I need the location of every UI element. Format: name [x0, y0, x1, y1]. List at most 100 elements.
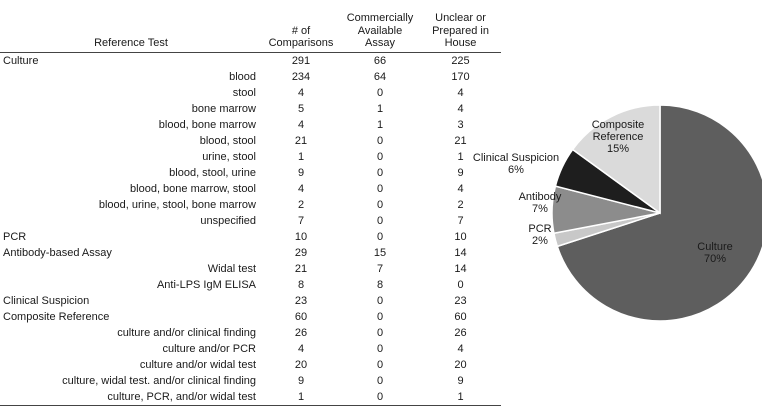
- cell-comparisons: 9: [297, 374, 305, 387]
- table-row: Anti-LPS IgM ELISA 8 8 0: [0, 277, 501, 293]
- cell-in-house: 4: [457, 102, 464, 115]
- cell-in-house: 9: [457, 166, 464, 179]
- cell-in-house: 14: [454, 246, 467, 259]
- table-row: blood, stool, urine 9 0 9: [0, 165, 501, 181]
- pie-label-clinical-suspicion: Clinical Suspicion 6%: [473, 152, 559, 176]
- table-row: Antibody-based Assay 29 15 14: [0, 245, 501, 261]
- cell-comparisons: 9: [297, 166, 305, 179]
- pie-label-culture: Culture 70%: [697, 241, 732, 265]
- row-label: Anti-LPS IgM ELISA: [156, 278, 256, 291]
- table-row: Clinical Suspicion 23 0 23: [0, 293, 501, 309]
- comparison-table: Reference Test # of Comparisons Commercia…: [0, 0, 501, 406]
- row-label: PCR: [3, 230, 27, 243]
- row-label: Clinical Suspicion: [3, 294, 90, 307]
- row-label: culture and/or widal test: [139, 358, 256, 371]
- table-row: Culture 291 66 225: [0, 52, 501, 69]
- reference-test-pie-chart: Culture 70% PCR 2% Antibody 7% Clinical Suspic…: [473, 104, 762, 322]
- cell-commercial: 1: [376, 118, 384, 131]
- cell-commercial: 15: [373, 246, 387, 259]
- cell-comparisons: 2: [297, 198, 305, 211]
- cell-in-house: 26: [454, 326, 467, 339]
- cell-in-house: 4: [457, 342, 464, 355]
- pie-label-composite-reference: Composite Reference 15%: [592, 119, 645, 155]
- cell-commercial: 0: [376, 294, 384, 307]
- cell-commercial: 0: [376, 150, 384, 163]
- table-row: Composite Reference 60 0 60: [0, 309, 501, 325]
- cell-comparisons: 26: [294, 326, 308, 339]
- cell-in-house: 2: [457, 198, 464, 211]
- cell-comparisons: 29: [294, 246, 308, 259]
- row-label: blood, stool: [199, 134, 256, 147]
- row-label: culture and/or PCR: [162, 342, 256, 355]
- cell-commercial: 66: [373, 54, 387, 67]
- cell-comparisons: 20: [294, 358, 308, 371]
- table-row: stool 4 0 4: [0, 85, 501, 101]
- row-label: Antibody-based Assay: [3, 246, 112, 259]
- cell-commercial: 0: [376, 326, 384, 339]
- cell-comparisons: 21: [294, 134, 308, 147]
- table-body: Culture 291 66 225 blood 234 64 170 stool 4 0 4 bone…: [0, 52, 501, 406]
- row-label: blood, stool, urine: [169, 166, 256, 179]
- row-label: culture, widal test. and/or clinical fin…: [62, 374, 256, 387]
- cell-in-house: 170: [451, 70, 470, 83]
- cell-commercial: 0: [376, 342, 384, 355]
- cell-commercial: 0: [376, 374, 384, 387]
- cell-commercial: 7: [376, 262, 384, 275]
- row-label: Composite Reference: [3, 310, 110, 323]
- row-label: blood: [229, 70, 256, 83]
- cell-comparisons: 23: [294, 294, 308, 307]
- cell-in-house: 23: [454, 294, 467, 307]
- table-row: PCR 10 0 10: [0, 229, 501, 245]
- cell-in-house: 1: [457, 150, 464, 163]
- cell-comparisons: 4: [297, 182, 305, 195]
- cell-in-house: 20: [454, 358, 467, 371]
- table-row: unspecified 7 0 7: [0, 213, 501, 229]
- cell-in-house: 21: [454, 134, 467, 147]
- table-row: blood, urine, stool, bone marrow 2 0 2: [0, 197, 501, 213]
- table-row: Widal test 21 7 14: [0, 261, 501, 277]
- cell-commercial: 0: [376, 198, 384, 211]
- table-row: blood, bone marrow 4 1 3: [0, 117, 501, 133]
- reference-test-table: Reference Test # of Comparisons Commercia…: [0, 0, 501, 406]
- pie-label-antibody: Antibody 7%: [519, 191, 562, 215]
- table-row: bone marrow 5 1 4: [0, 101, 501, 117]
- table-row: culture and/or clinical finding 26 0 26: [0, 325, 501, 341]
- cell-commercial: 64: [373, 70, 387, 83]
- cell-comparisons: 291: [291, 54, 311, 67]
- cell-in-house: 4: [457, 182, 464, 195]
- cell-in-house: 0: [457, 278, 464, 291]
- header-reference-test: Reference Test: [0, 0, 262, 53]
- cell-in-house: 9: [457, 374, 464, 387]
- pie-slice-culture: [556, 104, 762, 322]
- cell-comparisons: 8: [297, 278, 305, 291]
- cell-commercial: 0: [376, 358, 384, 371]
- cell-in-house: 3: [457, 118, 464, 131]
- cell-commercial: 1: [376, 102, 384, 115]
- cell-comparisons: 60: [294, 310, 308, 323]
- row-label: urine, stool: [202, 150, 256, 163]
- table-row: culture and/or PCR 4 0 4: [0, 341, 501, 357]
- table-row: culture and/or widal test 20 0 20: [0, 357, 501, 373]
- row-label: blood, urine, stool, bone marrow: [98, 198, 256, 211]
- cell-commercial: 8: [376, 278, 384, 291]
- header-comparisons: # of Comparisons: [262, 0, 340, 53]
- cell-comparisons: 1: [297, 150, 305, 163]
- table-header-row: Reference Test # of Comparisons Commercia…: [0, 0, 501, 53]
- cell-comparisons: 10: [294, 230, 308, 243]
- cell-in-house: 225: [451, 54, 470, 67]
- cell-comparisons: 7: [297, 214, 305, 227]
- table-row: blood, stool 21 0 21: [0, 133, 501, 149]
- cell-comparisons: 21: [294, 262, 308, 275]
- cell-comparisons: 234: [291, 70, 311, 83]
- cell-comparisons: 4: [297, 118, 305, 131]
- cell-commercial: 0: [376, 86, 384, 99]
- table-row: urine, stool 1 0 1: [0, 149, 501, 165]
- cell-commercial: 0: [376, 134, 384, 147]
- cell-comparisons: 4: [297, 86, 305, 99]
- cell-commercial: 0: [376, 230, 384, 243]
- row-label: Widal test: [207, 262, 256, 275]
- row-label: blood, bone marrow: [158, 118, 256, 131]
- cell-comparisons: 5: [297, 102, 305, 115]
- table-row: blood 234 64 170: [0, 69, 501, 85]
- table-row: culture, widal test. and/or clinical fin…: [0, 373, 501, 389]
